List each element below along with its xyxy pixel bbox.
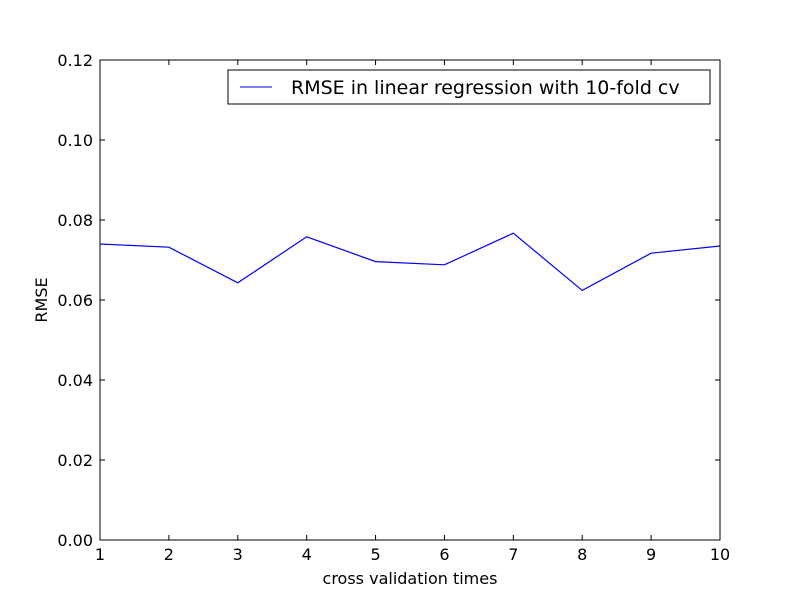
y-tick-label: 0.02 <box>57 451 93 470</box>
x-tick-label: 9 <box>646 545 656 564</box>
x-tick-label: 8 <box>577 545 587 564</box>
x-axis-label: cross validation times <box>323 569 498 588</box>
x-tick-label: 3 <box>233 545 243 564</box>
y-axis-label: RMSE <box>32 277 51 322</box>
labels-layer: cross validation times RMSE <box>32 277 497 588</box>
x-tick-label: 4 <box>302 545 312 564</box>
x-tick-label: 10 <box>710 545 730 564</box>
legend: RMSE in linear regression with 10-fold c… <box>227 69 711 105</box>
legend-box <box>227 69 711 105</box>
plot-background <box>100 60 720 540</box>
x-tick-label: 1 <box>95 545 105 564</box>
ticks-layer: 1 2 3 4 5 6 7 8 9 10 0.00 0.02 0.04 0.06 0.08 0.10 0.12 <box>57 51 730 564</box>
plot-frame <box>99 59 721 541</box>
y-tick-label: 0.06 <box>57 291 93 310</box>
y-tick-label: 0.12 <box>57 51 93 70</box>
y-tick-label: 0.08 <box>57 211 93 230</box>
y-tick-label: 0.00 <box>57 531 93 550</box>
x-tick-label: 7 <box>508 545 518 564</box>
y-tick-label: 0.04 <box>57 371 93 390</box>
x-tick-label: 2 <box>164 545 174 564</box>
series-layer <box>99 232 721 292</box>
y-tick-label: 0.10 <box>57 131 93 150</box>
series-line <box>99 232 721 292</box>
x-tick-label: 5 <box>370 545 380 564</box>
plot-area <box>100 60 720 540</box>
x-tick-label: 6 <box>439 545 449 564</box>
legend-entry-label: RMSE in linear regression with 10-fold c… <box>291 77 680 99</box>
